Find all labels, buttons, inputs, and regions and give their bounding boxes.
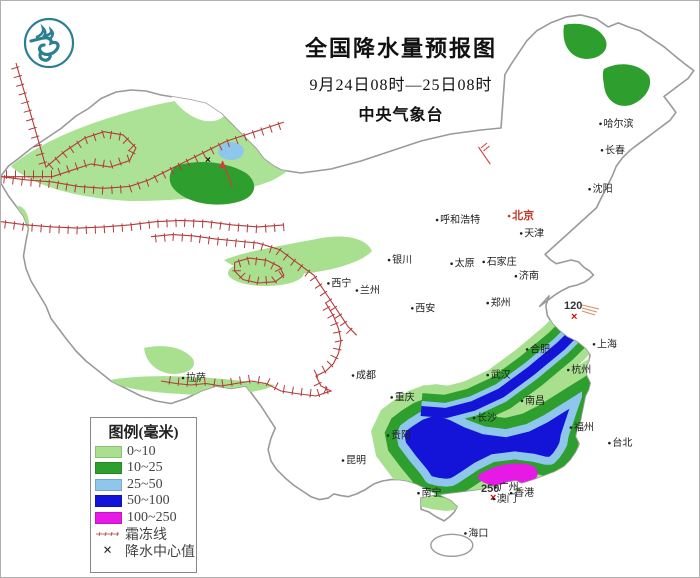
svg-text:南昌: 南昌 <box>525 394 545 407</box>
svg-text:郑州: 郑州 <box>491 296 511 309</box>
svg-text:南宁: 南宁 <box>422 486 442 499</box>
svg-text:长沙: 长沙 <box>477 412 497 424</box>
svg-text:福州: 福州 <box>574 421 594 434</box>
svg-text:昆明: 昆明 <box>346 455 366 467</box>
svg-text:上海: 上海 <box>597 337 617 350</box>
svg-text:海口: 海口 <box>468 526 488 539</box>
svg-text:合肥: 合肥 <box>530 342 550 355</box>
svg-text:重庆: 重庆 <box>395 390 415 403</box>
svg-text:济南: 济南 <box>519 269 539 282</box>
svg-text:兰州: 兰州 <box>360 284 380 297</box>
svg-text:哈尔滨: 哈尔滨 <box>604 117 634 130</box>
svg-text:呼和浩特: 呼和浩特 <box>440 214 480 226</box>
svg-text:长春: 长春 <box>605 144 625 156</box>
svg-text:太原: 太原 <box>455 257 475 270</box>
svg-text:银川: 银川 <box>392 253 412 266</box>
svg-text:沈阳: 沈阳 <box>593 182 613 195</box>
svg-text:西宁: 西宁 <box>331 276 351 289</box>
svg-text:杭州: 杭州 <box>571 363 591 376</box>
svg-text:台北: 台北 <box>612 436 632 449</box>
svg-text:石家庄: 石家庄 <box>487 255 517 268</box>
svg-text:×: × <box>571 311 577 323</box>
svg-text:天津: 天津 <box>524 227 544 239</box>
svg-text:西安: 西安 <box>415 301 435 314</box>
svg-text:贵阳: 贵阳 <box>391 429 411 442</box>
svg-text:成都: 成都 <box>356 370 376 382</box>
svg-text:香港: 香港 <box>514 487 534 499</box>
svg-text:北京: 北京 <box>512 208 534 222</box>
svg-text:×: × <box>205 155 211 166</box>
svg-text:武汉: 武汉 <box>491 368 511 381</box>
